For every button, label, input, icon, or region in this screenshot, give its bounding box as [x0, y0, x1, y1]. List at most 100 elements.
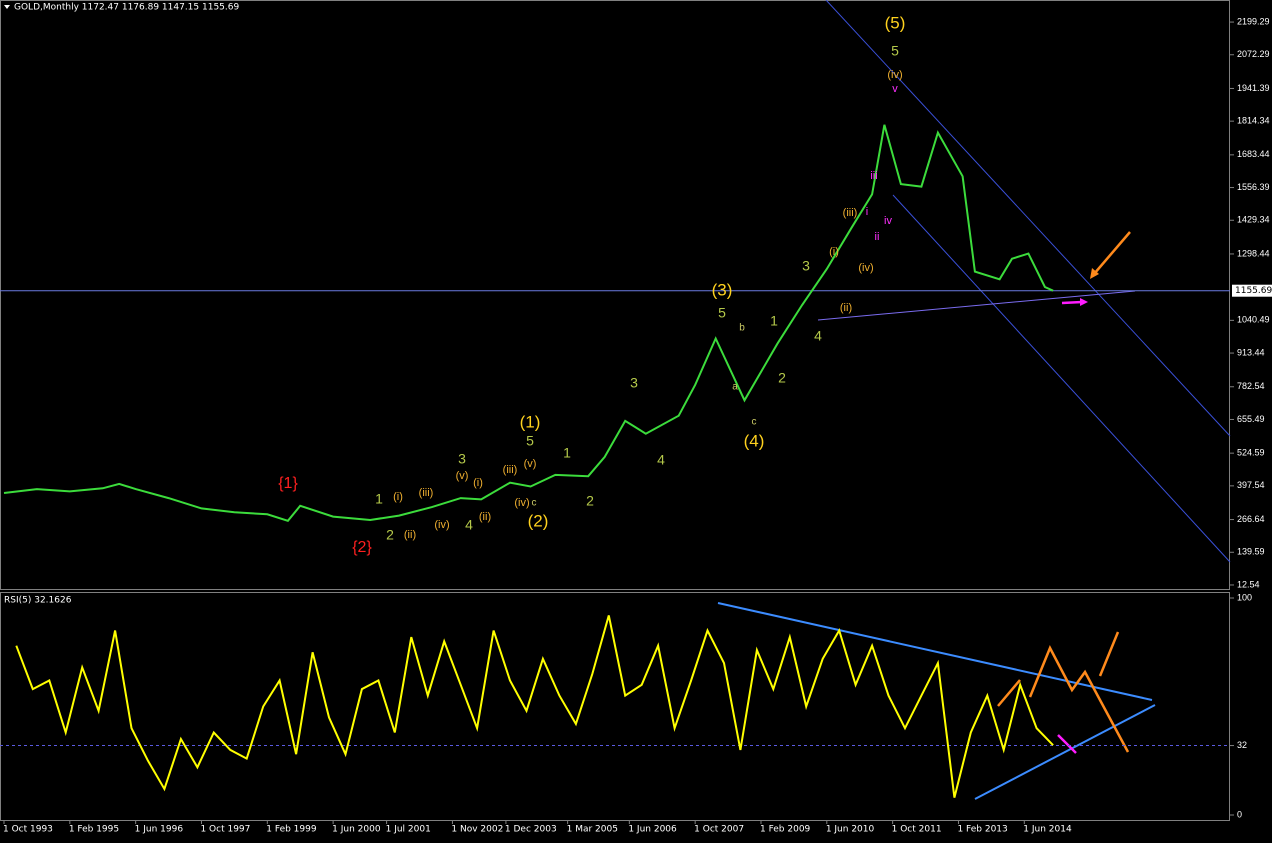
y-tick-label: 12.54 — [1237, 579, 1260, 589]
wave-label: (i) — [829, 246, 839, 258]
wave-label: 1 — [375, 491, 383, 507]
wave-label: a — [732, 382, 738, 393]
series-line — [15, 615, 1054, 798]
y-tick-label: 524.59 — [1237, 448, 1265, 458]
wave-label: (i) — [393, 491, 403, 503]
x-tick-label: 1 Oct 2011 — [892, 825, 942, 835]
wave-label: iv — [884, 215, 892, 227]
wave-label: (v) — [524, 458, 537, 470]
x-tick-label: 1 Feb 1999 — [266, 825, 317, 835]
x-tick-label: 1 Dec 2003 — [505, 825, 557, 835]
y-tick-label: 1429.34 — [1237, 215, 1270, 225]
wave-label: 2 — [586, 493, 594, 509]
x-tick-label: 1 Nov 2002 — [451, 825, 503, 835]
wave-label: 2 — [778, 370, 786, 386]
wave-label: (2) — [528, 511, 549, 530]
wave-label: i — [866, 206, 868, 218]
wave-label: 2 — [386, 527, 394, 543]
x-tick-label: 1 Oct 1997 — [200, 825, 250, 835]
y-tick-label: 1814.34 — [1237, 116, 1270, 126]
rsi-title: RSI(5) 32.1626 — [4, 596, 72, 606]
y-tick-label: 2199.29 — [1237, 16, 1270, 26]
wave-label: 4 — [814, 328, 822, 344]
trend-line — [817, 290, 1136, 321]
wave-label: {2} — [352, 539, 372, 556]
channel-line — [892, 194, 1231, 563]
wave-label: (ii) — [840, 302, 852, 314]
rsi-projection — [1028, 645, 1130, 753]
wave-label: (4) — [744, 431, 765, 450]
wave-label: (v) — [456, 470, 469, 482]
y-tick-label: 100 — [1237, 592, 1252, 602]
x-tick-label: 1 Feb 1995 — [69, 825, 119, 835]
y-tick-label: 2072.29 — [1237, 49, 1270, 59]
wave-label: v — [892, 83, 898, 95]
price-label-box — [1232, 284, 1272, 297]
wave-label: (iii) — [419, 487, 434, 499]
y-tick-label: 32 — [1237, 740, 1247, 750]
wave-label: (iii) — [503, 464, 518, 476]
wave-label: 5 — [526, 433, 534, 449]
series-line — [3, 124, 1054, 522]
x-tick-label: 1 Jun 2006 — [628, 825, 677, 835]
wave-label: (iv) — [434, 519, 449, 531]
wave-label: (i) — [473, 477, 483, 489]
wave-label: 5 — [718, 305, 726, 321]
x-tick-label: 1 Feb 2013 — [957, 825, 1007, 835]
x-tick-label: 1 Jul 2001 — [386, 825, 431, 835]
wave-label: 3 — [802, 258, 810, 274]
wave-label: (iii) — [843, 207, 858, 219]
x-tick-label: 1 Jun 2000 — [332, 825, 381, 835]
wave-label: (3) — [712, 280, 733, 299]
y-tick-label: 139.59 — [1237, 547, 1265, 557]
rsi-projection — [1098, 631, 1120, 677]
arrow-head — [1090, 268, 1099, 279]
y-tick-label: 1941.39 — [1237, 83, 1270, 93]
rsi-projection — [997, 679, 1021, 707]
drawings — [717, 0, 1231, 800]
wave-label: 1 — [770, 313, 778, 329]
x-tick-label: 1 Oct 1993 — [3, 825, 53, 835]
arrow — [1057, 734, 1077, 754]
wave-label: (iv) — [887, 69, 902, 81]
rsi-panel — [0, 592, 1230, 821]
wave-label: 3 — [458, 451, 466, 467]
y-tick-label: 1683.44 — [1237, 149, 1270, 159]
arrow — [1093, 231, 1131, 275]
x-tick-label: 1 Mar 2005 — [567, 825, 618, 835]
wave-label: c — [532, 498, 537, 509]
wave-label: b — [739, 323, 745, 334]
y-tick-label: 1040.49 — [1237, 315, 1270, 325]
wave-label: {1} — [278, 475, 298, 492]
price-panel — [0, 0, 1230, 590]
header: GOLD,Monthly 1172.47 1176.89 1147.15 115… — [14, 3, 239, 13]
wave-label: (5) — [885, 13, 906, 32]
wave-label: 5 — [891, 43, 899, 59]
wave-label: c — [752, 417, 757, 428]
rsi-trend-line — [717, 602, 1153, 701]
wave-label: iii — [870, 170, 877, 182]
wave-label: (ii) — [479, 511, 491, 523]
collapse-icon[interactable] — [4, 5, 10, 9]
x-tick-label: 1 Jun 2014 — [1023, 825, 1072, 835]
y-tick-label: 782.54 — [1237, 381, 1265, 391]
y-tick-label: 397.54 — [1237, 480, 1265, 490]
y-tick-label: 655.49 — [1237, 414, 1265, 424]
wave-label: 4 — [657, 452, 665, 468]
x-tick-label: 1 Jun 2010 — [826, 825, 875, 835]
y-tick-label: 266.64 — [1237, 514, 1265, 524]
rsi-trend-line — [974, 704, 1156, 800]
x-tick-label: 1 Feb 2009 — [760, 825, 811, 835]
wave-label: (ii) — [404, 529, 416, 541]
wave-label: (1) — [520, 412, 541, 431]
x-tick-label: 1 Oct 2007 — [694, 825, 744, 835]
y-tick-label: 1298.44 — [1237, 248, 1270, 258]
wave-label: (iv) — [858, 262, 873, 274]
price-label: 1155.69 — [1235, 286, 1272, 296]
x-tick-label: 1 Jun 1996 — [135, 825, 184, 835]
wave-label: 4 — [465, 517, 473, 533]
wave-label: (iv) — [514, 497, 529, 509]
wave-label: 1 — [563, 445, 571, 461]
